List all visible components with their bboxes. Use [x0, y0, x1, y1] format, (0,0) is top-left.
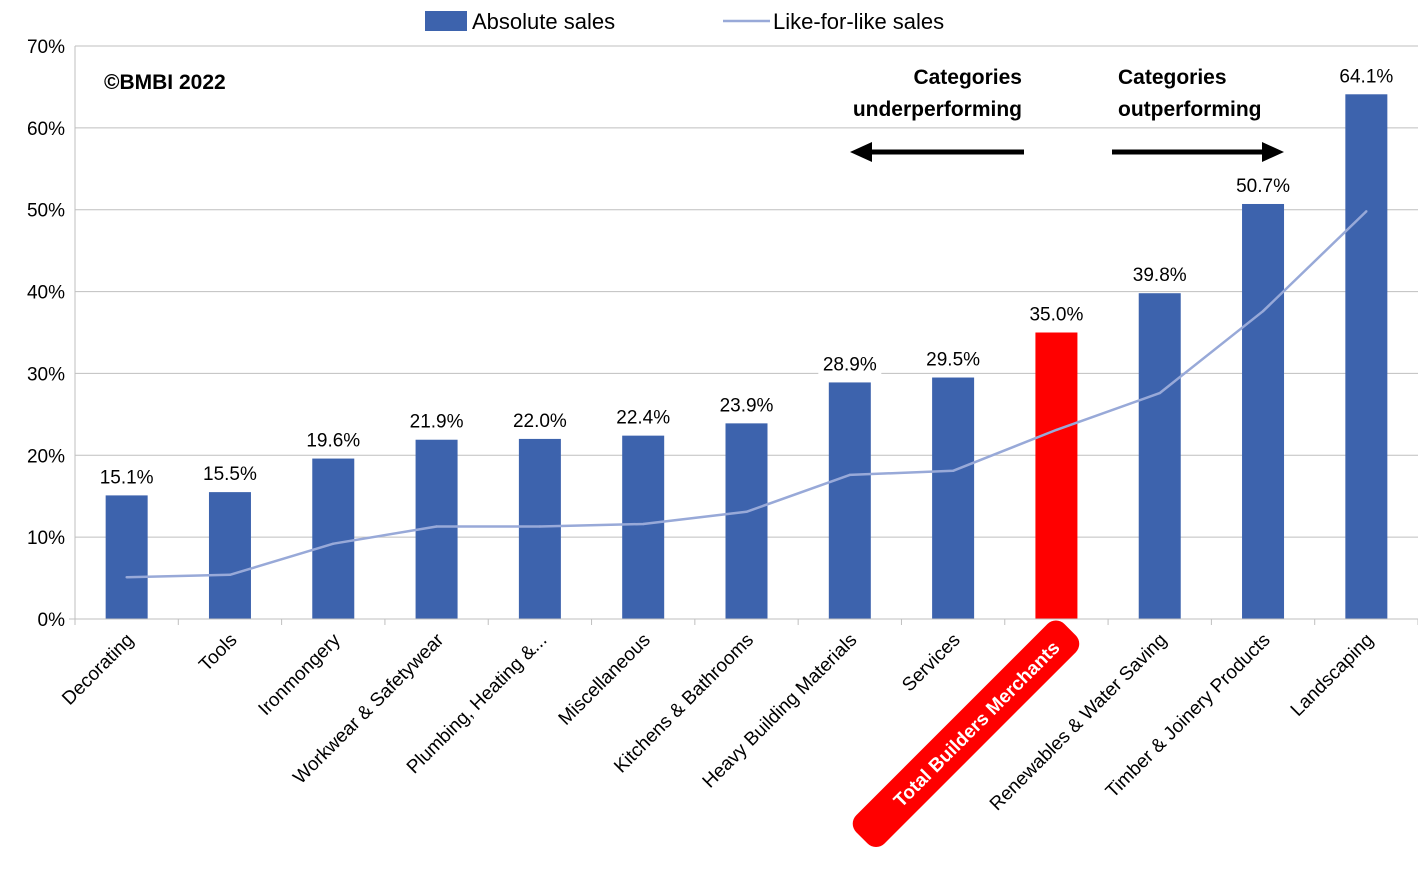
line-point	[1055, 428, 1058, 432]
data-label: 22.4%	[616, 408, 670, 429]
category-label: Landscaping	[1287, 630, 1378, 721]
bar	[932, 377, 975, 619]
arrow-left-icon	[850, 142, 872, 162]
line-point	[332, 542, 335, 545]
line-point	[435, 525, 438, 528]
line-point	[745, 510, 748, 513]
gridlines	[75, 45, 1418, 538]
bar	[725, 423, 768, 619]
category-label: Services	[898, 630, 964, 696]
bar	[1345, 94, 1388, 619]
line-point	[228, 573, 232, 576]
data-label: 64.1%	[1339, 66, 1393, 87]
data-label: 35.0%	[1029, 305, 1083, 326]
line-point	[125, 576, 128, 579]
data-label-bg	[301, 425, 365, 453]
data-label: 29.5%	[926, 350, 980, 371]
y-tick-label: 60%	[27, 119, 65, 140]
annotation-underperforming: Categories underperforming	[850, 66, 1024, 162]
data-label: 19.6%	[306, 431, 360, 452]
bar	[828, 382, 871, 619]
x-axis	[69, 46, 1418, 625]
annotation-underperforming-line1: Categories	[913, 66, 1022, 89]
category-label: Timber & Joinery Products	[1102, 630, 1275, 803]
data-label-bg	[611, 402, 675, 430]
category-label: Decorating	[58, 630, 138, 710]
line-point	[1261, 310, 1265, 313]
y-tick-label: 70%	[27, 37, 65, 58]
data-label: 23.9%	[720, 395, 774, 416]
y-axis-tick-labels: 0% 10% 20% 30% 40% 50% 60% 70%	[27, 37, 65, 631]
line-point	[641, 522, 645, 526]
category-label-text: Renewables & Water Saving	[986, 630, 1171, 815]
category-label: Ironmongery	[255, 629, 346, 720]
data-label-bg	[198, 459, 262, 487]
category-label: Renewables & Water Saving	[986, 630, 1171, 815]
bar	[622, 435, 665, 619]
bar	[312, 458, 355, 619]
category-label-text: Ironmongery	[255, 629, 346, 720]
bar	[208, 492, 251, 619]
line-point	[538, 525, 542, 528]
category-highlight-badge	[852, 620, 1080, 848]
data-label-bg	[818, 349, 882, 377]
bars-absolute-sales	[105, 94, 1388, 619]
category-label-text: Decorating	[58, 630, 138, 710]
data-label-bg	[921, 344, 985, 372]
data-label: 15.5%	[203, 464, 257, 485]
data-label: 28.9%	[823, 354, 877, 375]
legend-label-absolute-sales: Absolute sales	[472, 9, 615, 34]
data-label: 50.7%	[1236, 176, 1290, 197]
category-label-text: Landscaping	[1287, 630, 1378, 721]
data-label: 21.9%	[410, 412, 464, 433]
line-point	[951, 469, 955, 473]
y-tick-label: 20%	[27, 446, 65, 467]
data-label-bg	[95, 462, 159, 490]
line-like-for-like	[125, 210, 1368, 579]
category-label-text: Miscellaneous	[555, 630, 655, 730]
data-label: 15.1%	[100, 467, 154, 488]
line-point	[848, 473, 852, 477]
y-tick-label: 10%	[27, 528, 65, 549]
data-label-bg	[1231, 170, 1295, 198]
y-tick-label: 0%	[38, 610, 66, 631]
y-tick-label: 40%	[27, 283, 65, 304]
data-label-bg	[1024, 299, 1088, 327]
bar	[518, 438, 561, 619]
data-label-bg	[508, 405, 572, 433]
category-label: Tools	[195, 630, 241, 676]
data-label-bg	[405, 406, 469, 434]
bar-highlight	[1035, 332, 1078, 619]
annotation-outperforming-line2: outperforming	[1118, 98, 1261, 121]
y-tick-label: 30%	[27, 364, 65, 385]
data-labels: 15.1% 15.5% 19.6% 21.9% 22.0% 22.4% 23.9% 28.9%…	[95, 61, 1398, 490]
legend: Absolute sales Like-for-like sales	[425, 9, 944, 34]
legend-label-like-for-like: Like-for-like sales	[773, 9, 944, 34]
annotation-outperforming-line1: Categories	[1118, 66, 1227, 89]
category-label-highlight: Total Builders Merchants	[852, 620, 1080, 848]
bar	[1242, 203, 1285, 619]
data-label-bg	[1334, 61, 1398, 89]
bar	[1138, 293, 1181, 619]
copyright-text: ©BMBI 2022	[104, 71, 226, 94]
data-label: 39.8%	[1133, 265, 1187, 286]
line-point	[1365, 210, 1368, 213]
annotation-underperforming-line2: underperforming	[853, 98, 1022, 121]
data-label: 22.0%	[513, 411, 567, 432]
y-tick-label: 50%	[27, 201, 65, 222]
data-label-bg	[1128, 260, 1192, 288]
arrow-right-icon	[1262, 142, 1284, 162]
category-label: Miscellaneous	[555, 630, 655, 730]
category-label-text: Timber & Joinery Products	[1102, 630, 1275, 803]
bar	[105, 495, 148, 619]
annotation-outperforming: Categories outperforming	[1112, 66, 1284, 162]
category-label-text: Tools	[195, 630, 241, 676]
data-label-bg	[715, 390, 778, 418]
legend-swatch-absolute-sales	[425, 11, 467, 31]
category-label-text: Services	[898, 630, 964, 696]
line-point	[1158, 391, 1161, 395]
